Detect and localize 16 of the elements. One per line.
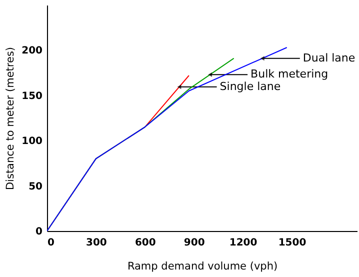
- y-tick-label: 150: [22, 90, 43, 102]
- x-tick-label: 0: [48, 238, 54, 248]
- y-tick-label: 200: [22, 46, 43, 57]
- x-tick-label: 900: [184, 238, 205, 248]
- x-axis-title: Ramp demand volume (vph): [127, 260, 278, 272]
- y-tick-label: 0: [36, 226, 43, 238]
- text: Single lane: [220, 80, 281, 93]
- x-tick-label: 1200: [229, 238, 258, 248]
- series-label: Bulk metering: [250, 68, 328, 81]
- y-axis-title: Distance to meter (metres): [4, 46, 17, 190]
- x-tick-label: 300: [86, 238, 107, 248]
- x-tick-label: 1500: [278, 238, 306, 248]
- y-tick-label: 50: [28, 181, 43, 192]
- y-tick-label: 100: [22, 136, 43, 148]
- x-tick-label: 600: [134, 238, 156, 248]
- series-label: Dual lane: [302, 51, 356, 64]
